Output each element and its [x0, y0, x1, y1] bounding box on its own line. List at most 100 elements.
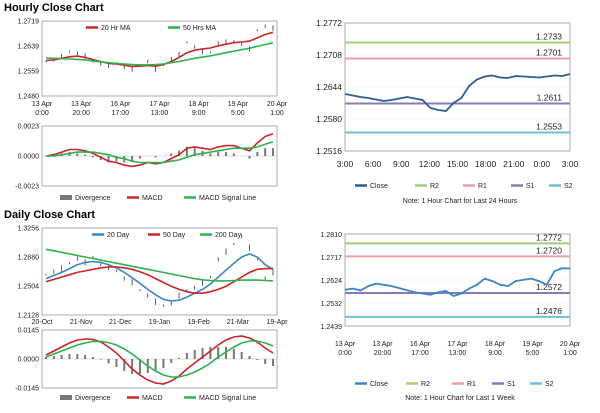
daily-price-xtick: 21-Dec — [109, 319, 132, 326]
hourly-price-legend-1-label: 50 Hrs MA — [183, 25, 216, 32]
hourly-price-ytick: 1.2480 — [18, 94, 40, 101]
daily-pivot-s2-label: 1.2476 — [536, 306, 562, 316]
daily-price-legend-2-label: 200 Day — [215, 232, 242, 239]
hourly-price-xtick-time: 13:00 — [151, 110, 169, 117]
daily-pivot-legend-3-label: S1 — [507, 381, 516, 388]
daily-pivot-note: Note: 1 Hour Chart for Last 1 Week — [405, 395, 515, 402]
daily-pivot-ytick: 1.2624 — [321, 278, 343, 285]
hourly-pivot-s2-label: 1.2553 — [536, 122, 562, 132]
hourly-price-ytick: 1.2559 — [18, 69, 40, 76]
daily-pivot-xtick: 20 Apr — [560, 341, 581, 348]
daily-pivot-xtick: 18 Apr — [485, 341, 506, 348]
daily-price-ytick: 1.3256 — [18, 226, 40, 233]
hourly-pivot-note: Note: 1 Hour Chart for Last 24 Hours — [403, 198, 518, 205]
daily-pivot-xtick-time: 20:00 — [374, 350, 392, 357]
daily-price-xtick: 19-Jan — [149, 319, 171, 326]
daily-pivot-xtick-time: 5:00 — [526, 350, 540, 357]
hourly-macd-signal-line — [46, 140, 274, 164]
daily-section-title: Daily Close Chart — [4, 209, 96, 221]
hourly-price-ytick: 1.2639 — [18, 44, 40, 51]
hourly-pivot-xtick: 3:00 — [562, 159, 579, 169]
hourly-macd-ytick: 0.0023 — [18, 124, 40, 131]
hourly-price-xtick: 18 Apr — [189, 101, 210, 108]
hourly-pivot-r1-label: 1.2701 — [536, 48, 562, 58]
daily-macd-macd-line — [45, 335, 274, 385]
hourly-price-xtick: 13 Apr — [32, 101, 53, 108]
hourly-price-xtick-time: 9:00 — [192, 110, 206, 117]
hourly-price-xtick-time: 1:00 — [270, 110, 284, 117]
daily-macd-signal-line — [45, 340, 274, 378]
daily-price-ytick: 1.2504 — [18, 284, 40, 291]
daily-pivot-ytick: 1.2717 — [321, 255, 343, 262]
hourly-price-xtick: 16 Apr — [110, 101, 131, 108]
hourly-price-xtick: 17 Apr — [149, 101, 170, 108]
daily-pivot-legend-0-label: Close — [370, 381, 388, 388]
hourly-pivot-ytick: 1.2644 — [316, 82, 342, 92]
hourly-price-xtick: 19 Apr — [228, 101, 249, 108]
daily-price-legend-0-label: 20 Day — [107, 232, 130, 239]
hourly-price-frame — [41, 20, 278, 97]
daily-macd-legend-0-swatch — [60, 395, 72, 400]
hourly-pivot-legend-1-label: R2 — [430, 183, 439, 190]
daily-price-xtick: 21-Mar — [227, 319, 250, 326]
daily-pivot-s1-label: 1.2572 — [536, 282, 562, 292]
hourly-pivot-ytick: 1.2708 — [316, 50, 342, 60]
hourly-macd-legend-1-label: MACD — [142, 195, 163, 202]
hourly-price-xtick-time: 20:00 — [72, 110, 90, 117]
hourly-pivot-xtick: 3:00 — [337, 159, 354, 169]
daily-macd-legend-1-label: MACD — [142, 395, 163, 402]
daily-pivot-legend-1-label: R2 — [421, 381, 430, 388]
daily-pivot-close-line — [344, 267, 571, 297]
hourly-macd-legend-2-label: MACD Signal Line — [199, 195, 256, 202]
daily-pivot-ytick: 1.2532 — [321, 301, 343, 308]
hourly-pivot-ytick: 1.2772 — [316, 18, 342, 28]
hourly-macd-legend-0-label: Divergence — [75, 195, 111, 202]
hourly-price-ma20-line — [45, 31, 274, 68]
hourly-pivot-r2-label: 1.2733 — [536, 32, 562, 42]
hourly-macd-legend-0-swatch — [60, 195, 72, 200]
hourly-pivot-ytick: 1.2516 — [316, 146, 342, 156]
daily-price-ytick: 1.2880 — [18, 255, 40, 262]
hourly-price-ma50-line — [45, 41, 274, 66]
hourly-pivot-ytick: 1.2580 — [316, 114, 342, 124]
daily-price-xtick: 19-Apr — [266, 319, 288, 326]
daily-pivot-xtick: 13 Apr — [372, 341, 393, 348]
hourly-pivot-xtick: 15:00 — [447, 159, 469, 169]
hourly-price-xtick-time: 5:00 — [231, 110, 245, 117]
daily-pivot-xtick: 19 Apr — [522, 341, 543, 348]
daily-macd-legend-2-label: MACD Signal Line — [199, 395, 256, 402]
hourly-price-xtick-time: 17:00 — [112, 110, 130, 117]
hourly-pivot-xtick: 18:00 — [475, 159, 497, 169]
hourly-pivot-xtick: 6:00 — [365, 159, 382, 169]
daily-pivot-xtick-time: 1:00 — [563, 350, 577, 357]
daily-pivot-xtick-time: 17:00 — [411, 350, 429, 357]
hourly-price-xtick: 20 Apr — [267, 101, 288, 108]
daily-pivot-xtick-time: 13:00 — [449, 350, 467, 357]
daily-price-ma200-line — [45, 248, 274, 282]
daily-price-xtick: 21-Nov — [70, 319, 93, 326]
hourly-section-title: Hourly Close Chart — [4, 2, 104, 14]
hourly-pivot-legend-3-label: S1 — [526, 183, 535, 190]
hourly-price-ytick: 1.2719 — [18, 19, 40, 26]
daily-price-ytick: 1.2128 — [18, 313, 40, 320]
daily-macd-legend-0-label: Divergence — [75, 395, 111, 402]
daily-pivot-legend-4-label: S2 — [545, 381, 554, 388]
hourly-pivot-xtick: 21:00 — [503, 159, 525, 169]
hourly-price-xtick-time: 0:00 — [35, 110, 49, 117]
hourly-pivot-s1-label: 1.2611 — [537, 93, 563, 103]
hourly-pivot-legend-0-label: Close — [370, 183, 388, 190]
daily-macd-ytick: 0.0000 — [18, 357, 40, 364]
daily-pivot-xtick-time: 0:00 — [338, 350, 352, 357]
daily-macd-ytick: 0.0145 — [18, 328, 40, 335]
hourly-pivot-xtick: 12:00 — [419, 159, 441, 169]
daily-price-xtick: 19-Feb — [188, 319, 210, 326]
hourly-macd-ytick: -0.0023 — [15, 184, 39, 191]
hourly-pivot-legend-2-label: R1 — [478, 183, 487, 190]
daily-pivot-ytick: 1.2810 — [321, 232, 343, 239]
daily-pivot-r1-label: 1.2720 — [536, 245, 562, 255]
daily-pivot-xtick: 13 Apr — [335, 341, 356, 348]
daily-price-ma20-line — [45, 253, 274, 302]
daily-macd-ytick: -0.0145 — [15, 386, 39, 393]
hourly-pivot-xtick: 9:00 — [393, 159, 410, 169]
